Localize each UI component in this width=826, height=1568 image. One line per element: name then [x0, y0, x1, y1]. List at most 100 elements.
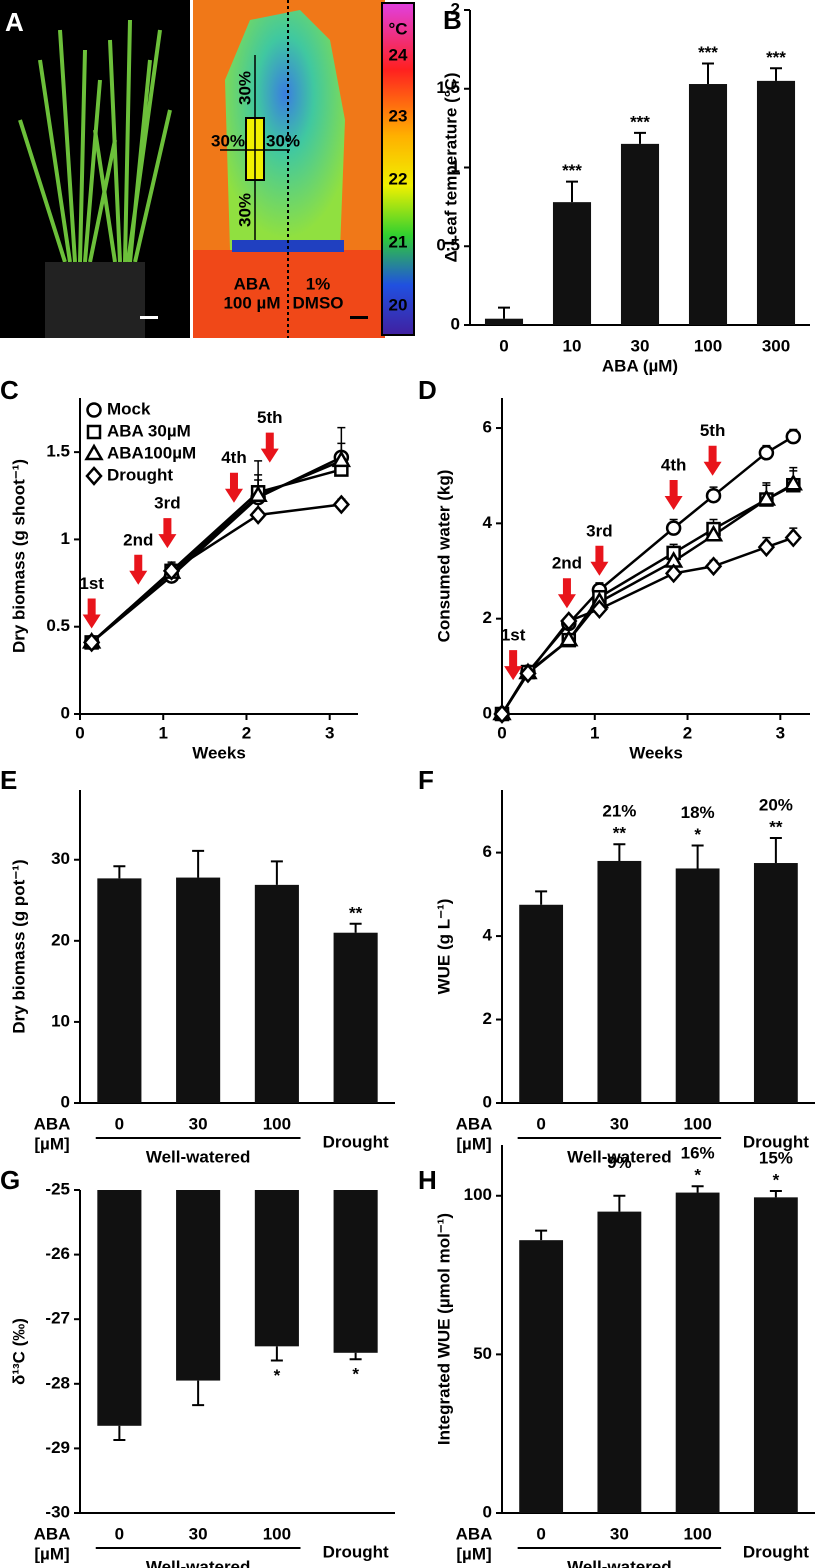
marker [665, 520, 682, 536]
group-axis-label: ABA [456, 1114, 493, 1133]
legend-marker [86, 402, 102, 418]
bar [753, 863, 798, 1103]
y-tick-label: -30 [45, 1502, 70, 1521]
x-tick-label: 300 [762, 336, 790, 355]
y-tick-label: -27 [45, 1309, 70, 1328]
y-tick-label: -28 [45, 1373, 70, 1392]
significance: *** [630, 112, 650, 131]
arrow [158, 518, 177, 549]
x-tick-label: 0 [497, 723, 506, 742]
x-tick-label: 0 [536, 1114, 545, 1133]
error-bar [691, 1185, 704, 1193]
bar [688, 84, 728, 326]
y-axis-label: Δ Leaf temperature (°C) [441, 73, 460, 263]
bar [519, 1240, 564, 1513]
error-bar [566, 180, 578, 203]
bar [753, 1197, 798, 1513]
x-tick-label: 0 [536, 1524, 545, 1543]
y-tick-label: 1.5 [46, 442, 70, 461]
y-tick-label: 2 [483, 1009, 492, 1028]
y-axis-label: δ¹³C (‰) [9, 1318, 28, 1385]
roi-percent: 30% [211, 131, 245, 150]
error-bar [634, 131, 646, 144]
arrow-label: 3rd [154, 494, 180, 513]
x-tick-label: 30 [631, 336, 650, 355]
y-tick-label: 10 [51, 1011, 70, 1030]
panel-label: E [0, 765, 17, 795]
bar [254, 884, 299, 1103]
arrow-label: 1st [79, 574, 104, 593]
marker [493, 704, 511, 724]
significance: * [274, 1366, 281, 1385]
panel-label: H [418, 1165, 437, 1195]
error-bar [498, 306, 510, 319]
error-bar [535, 890, 548, 905]
marker [248, 485, 268, 503]
x-tick-label: 3 [776, 723, 785, 742]
series-line [500, 484, 794, 715]
x-tick-label: 0 [75, 723, 84, 742]
increase-label: 15% [759, 1148, 793, 1167]
marker [757, 537, 776, 558]
x-tick-label: 100 [263, 1114, 291, 1133]
significance: ** [613, 824, 627, 843]
error-bar [113, 865, 126, 879]
panel-label: F [418, 765, 434, 795]
bar [97, 1190, 142, 1426]
increase-label: 16% [681, 1144, 715, 1163]
x-tick-label: 1 [590, 723, 599, 742]
x-tick-label: 100 [683, 1114, 711, 1133]
arrow [557, 578, 576, 609]
panel-label: A [5, 7, 24, 37]
series-line [500, 483, 794, 715]
arrow [703, 445, 722, 476]
marker [756, 489, 777, 506]
error-bar [349, 922, 362, 933]
y-tick-label: 0 [483, 703, 492, 722]
series-line [90, 468, 342, 644]
panel-label: B [443, 5, 462, 35]
colorbar-tick: 20 [389, 295, 408, 314]
x-tick-label: 30 [610, 1114, 629, 1133]
significance: *** [766, 48, 786, 67]
x-tick-label: Drought [323, 1132, 389, 1151]
x-tick-label: Drought [743, 1132, 809, 1151]
panel-label: D [418, 375, 437, 405]
x-tick-label: Drought [743, 1542, 809, 1561]
marker [519, 663, 537, 684]
bar [519, 904, 564, 1103]
arrow [590, 545, 609, 576]
x-axis-label: Weeks [192, 743, 246, 762]
group-label: Well-watered [146, 1557, 251, 1568]
colorbar-tick: 24 [389, 45, 408, 64]
group-axis-label: ABA [34, 1524, 71, 1543]
x-tick-label: 30 [189, 1524, 208, 1543]
arrow [129, 554, 148, 585]
colorbar-tick: 22 [389, 169, 408, 188]
error-bar [691, 844, 704, 869]
bar [484, 318, 524, 325]
error-bar [192, 1380, 205, 1407]
arrow [504, 650, 523, 681]
bar [597, 1211, 642, 1513]
arrow-label: 2nd [552, 554, 582, 573]
x-axis-label: ABA (µM) [602, 356, 678, 375]
y-axis-label: Consumed water (kg) [434, 470, 453, 643]
scale-bar [140, 316, 158, 319]
marker [560, 611, 578, 631]
increase-label: 18% [681, 803, 715, 822]
treatment-label: 100 µM [223, 293, 280, 312]
bar [333, 1190, 378, 1353]
x-tick-label: 0 [115, 1114, 124, 1133]
y-tick-label: 0 [61, 703, 70, 722]
colorbar [381, 2, 415, 336]
marker [82, 632, 101, 653]
marker [559, 629, 579, 647]
marker [704, 556, 723, 577]
arrow [82, 598, 101, 629]
arrow-label: 5th [700, 421, 726, 440]
x-tick-label: 10 [563, 336, 582, 355]
series-line [90, 456, 342, 644]
y-tick-label: 1 [61, 529, 70, 548]
legend-label: ABA100µM [107, 443, 196, 462]
